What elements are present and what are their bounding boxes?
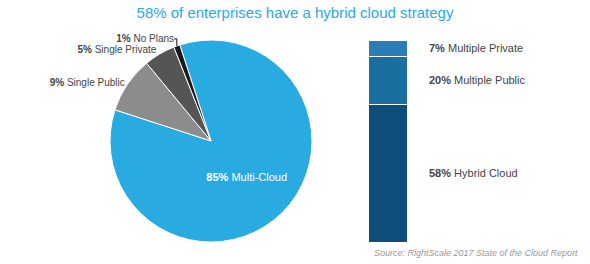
svg-text:85% Multi-Cloud: 85% Multi-Cloud [206,171,287,183]
svg-text:1% No Plans: 1% No Plans [116,33,174,44]
svg-text:58% of enterprises have a hybr: 58% of enterprises have a hybrid cloud s… [137,4,454,21]
svg-text:7% Multiple Private: 7% Multiple Private [429,42,523,54]
svg-text:Source: RightScale 2017 State: Source: RightScale 2017 State of the Clo… [374,248,578,258]
svg-text:20% Multiple Public: 20% Multiple Public [429,74,526,86]
svg-text:58% Hybrid Cloud: 58% Hybrid Cloud [429,167,518,179]
svg-text:9% Single Public: 9% Single Public [50,77,125,88]
svg-text:5% Single Private: 5% Single Private [77,44,156,55]
